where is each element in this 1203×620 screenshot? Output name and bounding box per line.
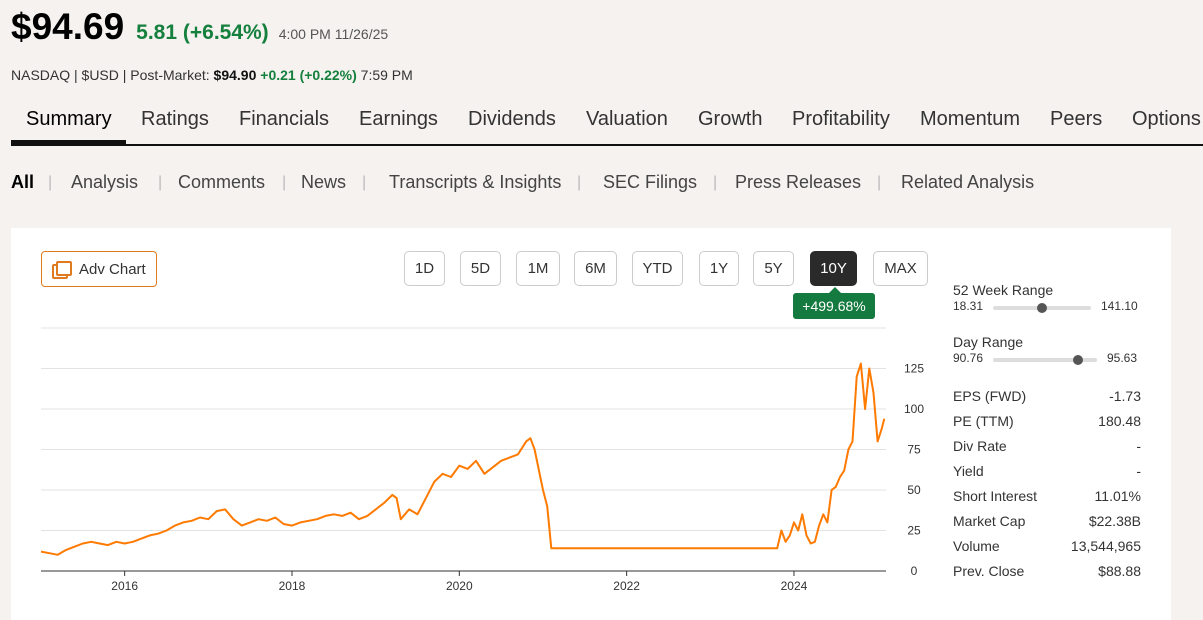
week52-range-marker	[1037, 303, 1047, 313]
stat-value: 11.01%	[1094, 488, 1141, 504]
subnav-separator: |	[48, 174, 53, 191]
post-market-price: $94.90	[213, 67, 257, 83]
y-tick-label: 0	[911, 564, 918, 578]
subnav-related-analysis[interactable]: Related Analysis	[901, 172, 1035, 192]
day-range-low: 90.76	[953, 351, 984, 365]
chart-panel: Adv Chart 1D 5D 1M 6M YTD 1Y 5Y 10Y MAX +499.68%…	[11, 228, 1171, 620]
week52-range-low: 18.31	[953, 299, 984, 313]
y-tick-label: 100	[904, 402, 924, 416]
range-1y-button[interactable]: 1Y	[699, 251, 739, 286]
exchange-info: NASDAQ | $USD | Post-Market:	[11, 67, 210, 83]
stock-price: $94.69	[11, 6, 125, 47]
stat-row: EPS (FWD) -1.73	[953, 388, 1141, 404]
subnav-transcripts-insights[interactable]: Transcripts & Insights	[389, 172, 562, 192]
stat-value: 13,544,965	[1070, 538, 1141, 554]
price-chart: 0 25 50 75 100 125 2016 2018 2020 2022 2024	[40, 327, 924, 593]
week52-range-high: 141.10	[1101, 299, 1138, 313]
tab-summary[interactable]: Summary	[26, 108, 112, 130]
tab-financials[interactable]: Financials	[239, 108, 330, 130]
subnav-news[interactable]: News	[301, 172, 347, 192]
post-market-line: NASDAQ | $USD | Post-Market: $94.90 +0.2…	[11, 67, 413, 83]
post-market-change: +0.21 (+0.22%)	[260, 67, 357, 83]
adv-chart-button[interactable]: Adv Chart	[41, 251, 157, 287]
week52-range-title: 52 Week Range	[953, 282, 1054, 298]
stat-label: Market Cap	[953, 513, 1026, 529]
x-tick-label: 2016	[111, 579, 138, 593]
y-tick-label: 75	[907, 443, 921, 457]
tab-growth[interactable]: Growth	[698, 108, 763, 130]
stat-value: -	[1136, 438, 1141, 454]
subnav-all[interactable]: All	[11, 172, 35, 192]
stat-row: Div Rate -	[953, 438, 1141, 454]
stat-row: PE (TTM) 180.48	[953, 413, 1141, 429]
stat-value: -	[1136, 463, 1141, 479]
stat-value: -1.73	[1109, 388, 1141, 404]
tab-momentum[interactable]: Momentum	[920, 108, 1021, 130]
range-1m-button[interactable]: 1M	[516, 251, 560, 286]
range-ytd-button[interactable]: YTD	[632, 251, 683, 286]
subnav-separator: |	[282, 174, 287, 191]
stat-value: 180.48	[1098, 413, 1141, 429]
stat-label: Yield	[953, 463, 984, 479]
stat-value: $88.88	[1098, 563, 1141, 579]
day-range-track	[993, 355, 1097, 365]
stat-label: EPS (FWD)	[953, 388, 1027, 404]
stat-label: Prev. Close	[953, 563, 1025, 579]
main-tabs: Summary Ratings Financials Earnings Dividend…	[11, 94, 1203, 146]
range-10y-button[interactable]: 10Y	[810, 251, 857, 286]
range-return-badge: +499.68%	[793, 287, 875, 319]
range-1d-button[interactable]: 1D	[404, 251, 445, 286]
stat-row: Prev. Close $88.88	[953, 563, 1141, 579]
subnav-analysis[interactable]: Analysis	[71, 172, 139, 192]
price-series-line	[40, 362, 886, 556]
stat-label: Volume	[953, 538, 1000, 554]
quote-time: 4:00 PM 11/26/25	[278, 26, 389, 42]
quote-header: $94.69 5.81 (+6.54%) 4:00 PM 11/26/25	[11, 6, 388, 48]
y-tick-label: 125	[904, 362, 924, 376]
stat-value: $22.38B	[1088, 513, 1141, 529]
price-change: 5.81 (+6.54%)	[136, 21, 269, 44]
range-max-button[interactable]: MAX	[873, 251, 928, 286]
subnav-press-releases[interactable]: Press Releases	[735, 172, 862, 192]
subnav-separator: |	[362, 174, 367, 191]
subnav-sec-filings[interactable]: SEC Filings	[603, 172, 698, 192]
subnav-separator: |	[158, 174, 163, 191]
tab-earnings[interactable]: Earnings	[359, 108, 438, 130]
day-range-high: 95.63	[1107, 351, 1138, 365]
stat-label: Div Rate	[953, 438, 1007, 454]
y-tick-label: 25	[907, 524, 921, 538]
stat-label: PE (TTM)	[953, 413, 1014, 429]
adv-chart-label: Adv Chart	[79, 260, 146, 278]
subnav-separator: |	[577, 174, 582, 191]
windows-icon	[52, 261, 72, 279]
tab-peers[interactable]: Peers	[1050, 108, 1103, 130]
x-tick-label: 2020	[446, 579, 473, 593]
subnav-comments[interactable]: Comments	[178, 172, 266, 192]
tab-valuation[interactable]: Valuation	[586, 108, 668, 130]
subnav-separator: |	[713, 174, 718, 191]
range-5d-button[interactable]: 5D	[460, 251, 501, 286]
day-range-title: Day Range	[953, 334, 1024, 350]
stat-row: Volume 13,544,965	[953, 538, 1141, 554]
stat-row: Market Cap $22.38B	[953, 513, 1141, 529]
range-5y-button[interactable]: 5Y	[753, 251, 794, 286]
range-6m-button[interactable]: 6M	[574, 251, 617, 286]
x-tick-label: 2024	[781, 579, 808, 593]
x-tick-label: 2022	[613, 579, 640, 593]
stat-row: Short Interest 11.01%	[953, 488, 1141, 504]
sub-navigation: All Analysis Comments News Transcripts & Ins…	[11, 172, 1111, 194]
tab-profitability[interactable]: Profitability	[792, 108, 890, 130]
active-tab-underline	[11, 140, 126, 145]
y-tick-label: 50	[907, 483, 921, 497]
tab-options[interactable]: Options	[1132, 108, 1201, 130]
week52-range-track	[993, 303, 1091, 313]
tab-ratings[interactable]: Ratings	[141, 108, 209, 130]
stat-label: Short Interest	[953, 488, 1038, 504]
post-market-time: 7:59 PM	[360, 67, 413, 83]
stat-row: Yield -	[953, 463, 1141, 479]
tab-dividends[interactable]: Dividends	[468, 108, 556, 130]
x-tick-label: 2018	[279, 579, 306, 593]
day-range-marker	[1073, 355, 1084, 365]
subnav-separator: |	[877, 174, 882, 191]
